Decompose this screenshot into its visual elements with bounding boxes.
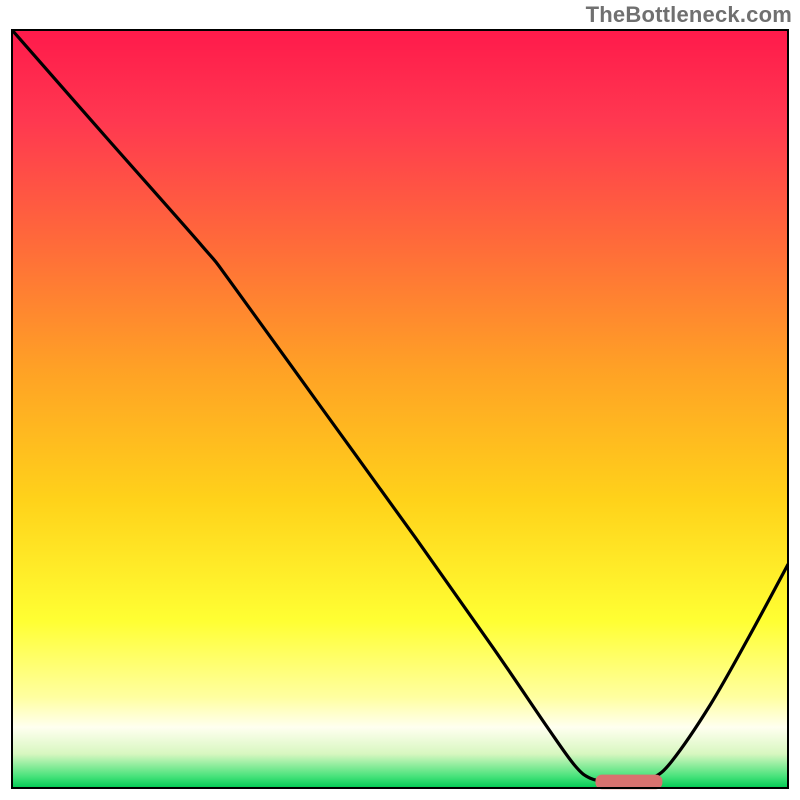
bottleneck-chart: [0, 0, 800, 800]
chart-container: TheBottleneck.com: [0, 0, 800, 800]
optimal-range-marker: [596, 775, 662, 789]
plot-background: [12, 30, 788, 788]
watermark-text: TheBottleneck.com: [586, 2, 792, 28]
